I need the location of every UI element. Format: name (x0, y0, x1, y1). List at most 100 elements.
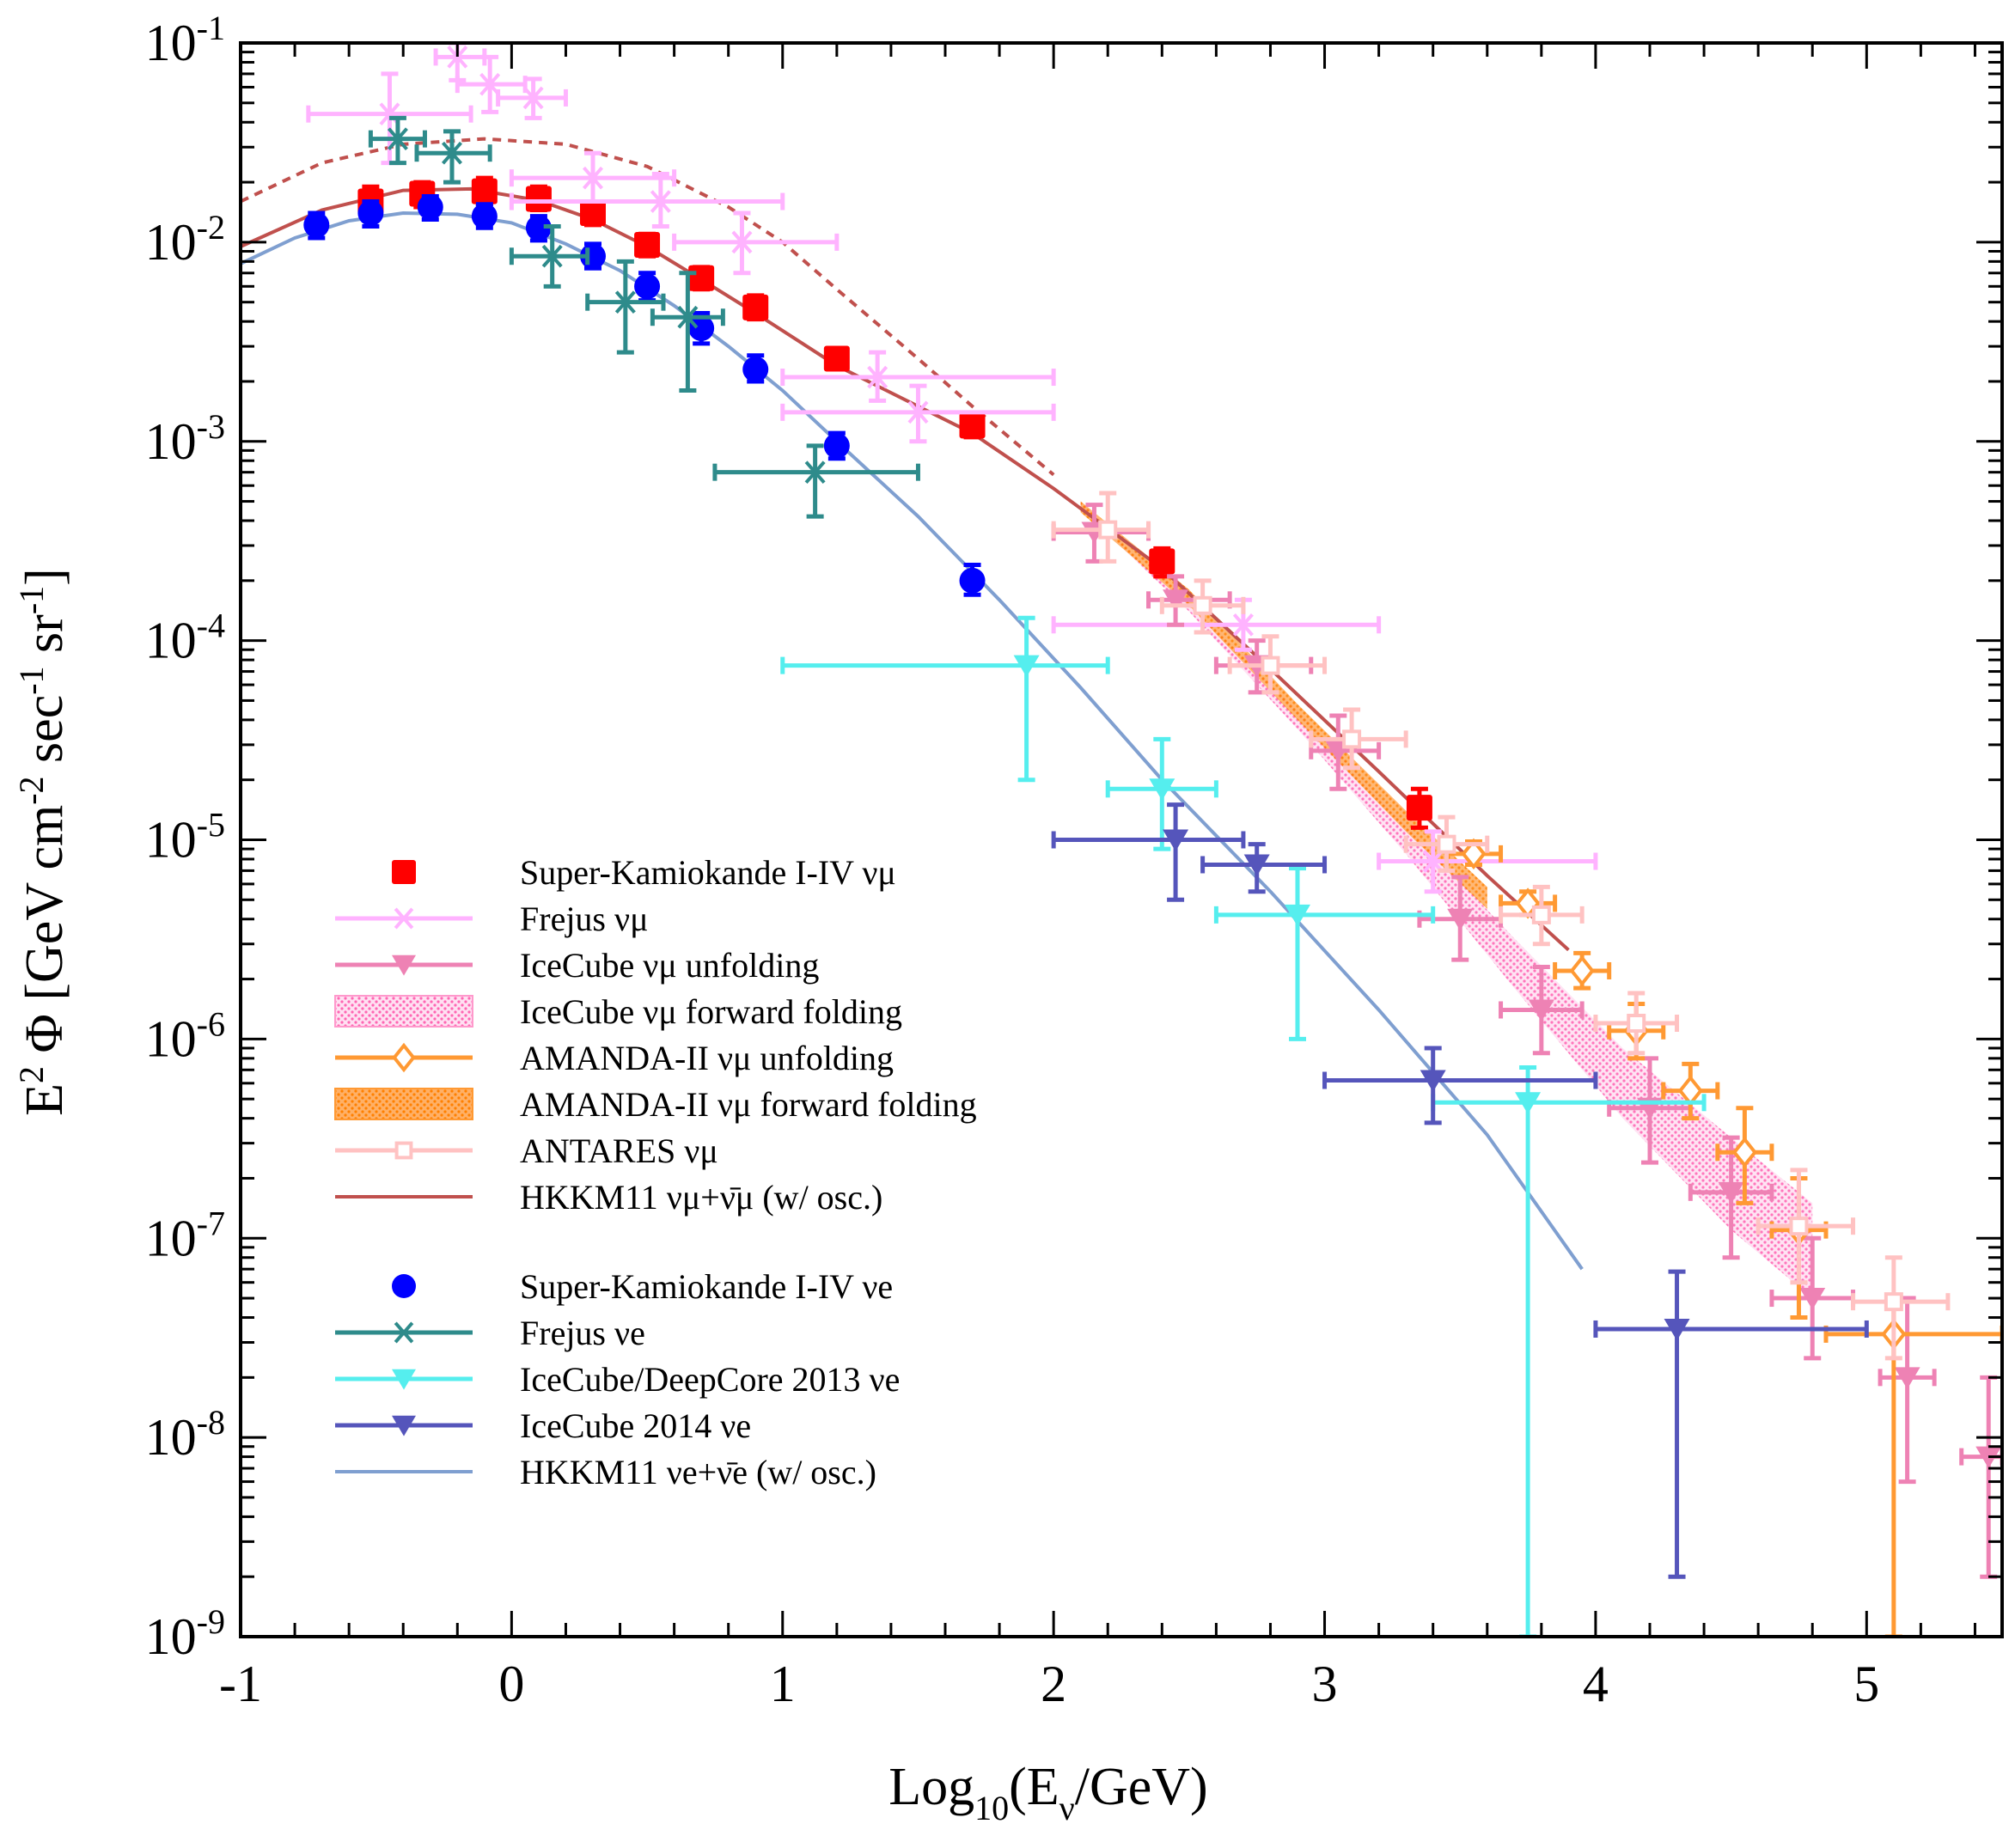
circle-marker (688, 314, 715, 341)
triangle-marker (1664, 1318, 1690, 1341)
square-marker (392, 860, 416, 884)
legend-label: IceCube νμ unfolding (520, 946, 819, 985)
legend-entry: AMANDA-II νμ forward folding (334, 1085, 977, 1124)
legend-label: Frejus νe (520, 1314, 645, 1352)
triangle-marker (392, 1415, 416, 1436)
circle-marker (417, 194, 443, 221)
cross-square-marker (1627, 1014, 1646, 1034)
data-point (1309, 707, 1408, 771)
cross-square-marker (1261, 656, 1280, 675)
legend: Super-Kamiokande I-IV νμ Frejus νμ IceCube… (334, 853, 977, 1491)
asterisk-stroke (907, 400, 929, 424)
diamond-marker (392, 1042, 416, 1073)
data-point (509, 171, 785, 229)
asterisk-stroke (867, 365, 888, 389)
y-tick-label: 10-7 (145, 1204, 225, 1266)
legend-entry: Super-Kamiokande I-IV νe (392, 1267, 893, 1306)
data-point (634, 271, 661, 303)
y-tick-label: 10-8 (145, 1403, 225, 1466)
legend-entry: Frejus νe (335, 1314, 645, 1352)
triangle-marker (1285, 904, 1310, 927)
asterisk-stroke (387, 127, 408, 150)
asterisk-marker (392, 907, 416, 930)
data-point (823, 345, 850, 372)
triangle-marker (1163, 829, 1189, 851)
triangle-marker (392, 954, 416, 976)
legend-entry: ANTARES νμ (335, 1131, 718, 1170)
cross-square-marker (1193, 595, 1212, 615)
triangle-marker (392, 1369, 416, 1390)
circle-marker (742, 356, 769, 382)
square-marker (634, 231, 661, 258)
square-marker (823, 345, 850, 372)
asterisk-stroke (394, 907, 414, 930)
x-tick-label: 0 (498, 1656, 524, 1712)
asterisk-marker (580, 166, 606, 190)
data-point (823, 430, 850, 461)
data-point (585, 259, 666, 355)
legend-label: HKKM11 νμ+ν̄μ (w/ osc.) (520, 1178, 882, 1217)
square-marker (742, 294, 769, 320)
asterisk-marker (905, 400, 931, 424)
x-tick-label: 3 (1312, 1656, 1338, 1712)
asterisk-stroke (394, 1321, 414, 1344)
cross-square-marker (1884, 1292, 1903, 1312)
asterisk-marker (647, 190, 674, 213)
y-tick-label: 10-3 (145, 407, 225, 470)
cross-square-marker (1531, 905, 1551, 924)
legend-entry: IceCube/DeepCore 2013 νe (335, 1360, 900, 1399)
legend-label: Frejus νμ (520, 900, 649, 938)
legend-entry: IceCube νμ unfolding (335, 946, 819, 985)
data-point (525, 214, 552, 243)
data-point (525, 184, 552, 212)
circle-marker (471, 203, 498, 229)
x-tick-label: 4 (1583, 1656, 1609, 1712)
data-point (1322, 1046, 1598, 1125)
x-tick-label: 2 (1041, 1656, 1066, 1712)
data-point (780, 350, 1056, 403)
diamond-marker (1731, 1137, 1757, 1168)
data-point (1755, 1168, 1856, 1285)
circle-marker (959, 567, 986, 594)
data-point (1823, 1296, 2002, 1637)
data-point (1159, 578, 1246, 635)
legend-label: Super-Kamiokande I-IV νe (520, 1267, 893, 1306)
y-tick-label: 10-5 (145, 806, 225, 869)
data-point (357, 199, 384, 229)
data-point (780, 615, 1110, 783)
data-point (712, 443, 920, 519)
triangle-marker (1894, 1367, 1920, 1389)
cross-square-marker (394, 1141, 413, 1160)
triangle-marker (1528, 999, 1554, 1022)
asterisk-marker (675, 305, 701, 329)
x-tick-label: 5 (1853, 1656, 1879, 1712)
data-point (1200, 842, 1328, 894)
triangle-marker (1013, 655, 1040, 678)
legend-entry: HKKM11 νμ+ν̄μ (w/ osc.) (335, 1178, 882, 1217)
asterisk-stroke (650, 190, 671, 213)
triangle-marker (1799, 1288, 1826, 1310)
cross-square-marker (1342, 729, 1362, 749)
legend-label: AMANDA-II νμ forward folding (520, 1085, 977, 1124)
legend-entry: IceCube 2014 νe (335, 1406, 751, 1445)
asterisk-stroke (582, 166, 604, 190)
asterisk-stroke (479, 72, 501, 96)
asterisk-stroke (1232, 613, 1254, 637)
data-point (580, 199, 606, 228)
legend-label: IceCube νμ forward folding (520, 992, 902, 1031)
diamond-marker (1461, 838, 1487, 870)
data-point (368, 115, 427, 166)
triangle-marker (1515, 1092, 1542, 1114)
asterisk-stroke (379, 102, 400, 125)
asterisk-marker (539, 244, 565, 268)
data-point (1593, 991, 1680, 1056)
asterisk-stroke (1422, 850, 1444, 873)
circle-marker (303, 211, 330, 238)
legend-label: AMANDA-II νμ unfolding (520, 1039, 894, 1077)
data-point (1593, 1269, 1869, 1579)
data-point (509, 224, 590, 289)
forward-folding-band (1080, 501, 1813, 1299)
legend-label: IceCube/DeepCore 2013 νe (520, 1360, 900, 1399)
data-point (742, 293, 769, 322)
